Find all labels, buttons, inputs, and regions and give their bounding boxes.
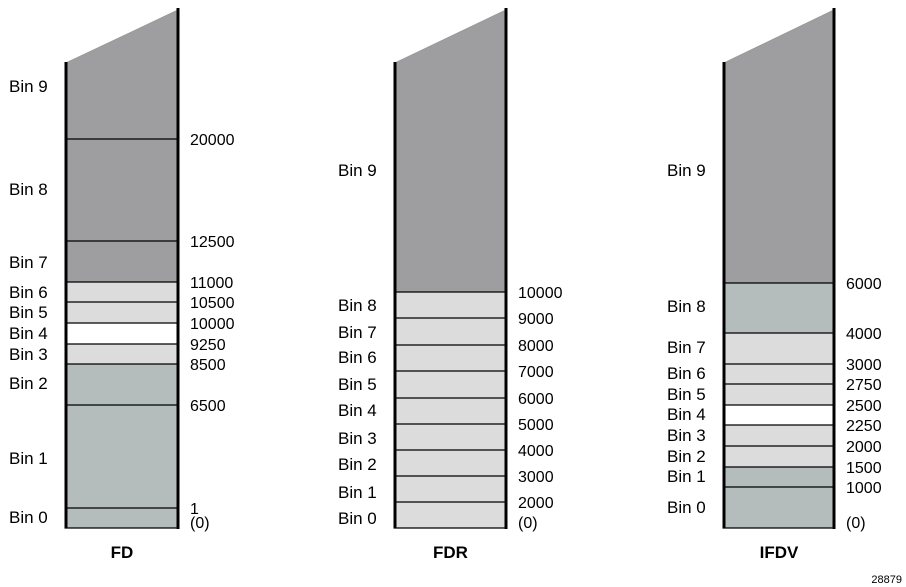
zero-label: (0) xyxy=(846,515,866,532)
bin-segment-fd-8 xyxy=(66,139,178,241)
bin-segment-fdr-7 xyxy=(395,318,506,345)
bin-segment-ifdv-7 xyxy=(724,333,834,364)
threshold-label: 6000 xyxy=(518,391,554,408)
threshold-label: 4000 xyxy=(846,326,882,343)
bin-segment-fd-2 xyxy=(66,364,178,405)
bin-segment-fdr-9 xyxy=(395,10,506,292)
threshold-label: 3000 xyxy=(518,469,554,486)
bin-segment-fdr-3 xyxy=(395,424,506,450)
bin-label: Bin 0 xyxy=(9,508,48,527)
bin-segment-ifdv-0 xyxy=(724,487,834,528)
bin-label: Bin 8 xyxy=(9,180,48,199)
bin-label: Bin 7 xyxy=(338,323,377,342)
threshold-label: 10000 xyxy=(518,285,563,302)
bin-label: Bin 3 xyxy=(667,426,706,445)
threshold-label: 10500 xyxy=(190,295,235,312)
bin-label: Bin 0 xyxy=(667,498,706,517)
bin-segment-fdr-2 xyxy=(395,450,506,476)
threshold-label: 11000 xyxy=(190,275,233,292)
threshold-label: 7000 xyxy=(518,364,554,381)
bin-segment-fdr-8 xyxy=(395,292,506,318)
bin-label: Bin 3 xyxy=(9,345,48,364)
bin-label: Bin 9 xyxy=(9,77,48,96)
threshold-label: 2500 xyxy=(846,398,882,415)
bin-label: Bin 9 xyxy=(338,161,377,180)
bin-label: Bin 1 xyxy=(338,483,377,502)
bin-segment-fdr-0 xyxy=(395,502,506,528)
threshold-label: 2000 xyxy=(846,439,882,456)
bin-segment-fdr-1 xyxy=(395,476,506,502)
bin-label: Bin 8 xyxy=(667,297,706,316)
zero-label: (0) xyxy=(518,515,538,532)
threshold-label: 3000 xyxy=(846,357,882,374)
bin-segment-fd-0 xyxy=(66,508,178,528)
bin-label: Bin 8 xyxy=(338,296,377,315)
bin-label: Bin 2 xyxy=(9,374,48,393)
threshold-label: 1000 xyxy=(846,480,882,497)
bin-segment-fd-7 xyxy=(66,241,178,282)
threshold-label: 6000 xyxy=(846,276,882,293)
threshold-label: 4000 xyxy=(518,443,554,460)
threshold-label: 20000 xyxy=(190,132,235,149)
bin-segment-ifdv-2 xyxy=(724,446,834,467)
bin-segment-fd-6 xyxy=(66,282,178,302)
threshold-label: 1 xyxy=(190,501,199,518)
bin-label: Bin 2 xyxy=(338,455,377,474)
threshold-label: 9250 xyxy=(190,337,226,354)
bin-segment-ifdv-9 xyxy=(724,10,834,283)
threshold-label: 5000 xyxy=(518,417,554,434)
bin-segment-fd-3 xyxy=(66,344,178,364)
threshold-label: 6500 xyxy=(190,398,226,415)
bin-label: Bin 6 xyxy=(667,364,706,383)
bin-label: Bin 5 xyxy=(9,303,48,322)
bin-label: Bin 2 xyxy=(667,447,706,466)
threshold-label: 2250 xyxy=(846,418,882,435)
bin-segment-ifdv-3 xyxy=(724,425,834,446)
threshold-label: 2750 xyxy=(846,377,882,394)
threshold-label: 8500 xyxy=(190,357,226,374)
bin-label: Bin 5 xyxy=(338,375,377,394)
bin-segment-fdr-4 xyxy=(395,398,506,424)
threshold-label: 12500 xyxy=(190,234,235,251)
column-title: FDR xyxy=(433,543,468,562)
column-top-edge xyxy=(65,9,179,64)
bin-label: Bin 5 xyxy=(667,385,706,404)
bin-label: Bin 4 xyxy=(667,405,706,424)
bin-label: Bin 3 xyxy=(338,429,377,448)
column-top-edge xyxy=(723,9,835,64)
threshold-label: 9000 xyxy=(518,311,554,328)
bin-label: Bin 1 xyxy=(667,467,706,486)
threshold-label: 1500 xyxy=(846,460,882,477)
bin-label: Bin 7 xyxy=(667,338,706,357)
column-title: FD xyxy=(111,543,134,562)
bin-label: Bin 9 xyxy=(667,161,706,180)
bin-segment-ifdv-1 xyxy=(724,467,834,487)
bin-label: Bin 4 xyxy=(9,324,48,343)
threshold-label: 8000 xyxy=(518,338,554,355)
bin-label: Bin 7 xyxy=(9,253,48,272)
bin-segment-fd-9 xyxy=(66,10,178,139)
bin-label: Bin 0 xyxy=(338,509,377,528)
threshold-label: 10000 xyxy=(190,316,235,333)
column-top-edge xyxy=(394,9,507,64)
bin-segment-ifdv-8 xyxy=(724,283,834,333)
bin-segment-fdr-5 xyxy=(395,371,506,398)
column-title: IFDV xyxy=(760,543,799,562)
bin-segment-ifdv-5 xyxy=(724,384,834,405)
bin-label: Bin 6 xyxy=(338,348,377,367)
bin-label: Bin 4 xyxy=(338,401,377,420)
bin-label: Bin 6 xyxy=(9,283,48,302)
bin-segment-fd-5 xyxy=(66,302,178,323)
bin-segment-fd-1 xyxy=(66,405,178,508)
threshold-label: 2000 xyxy=(518,495,554,512)
bin-segment-ifdv-4 xyxy=(724,405,834,425)
bin-segment-ifdv-6 xyxy=(724,364,834,384)
zero-label: (0) xyxy=(190,515,210,532)
bin-label: Bin 1 xyxy=(9,449,48,468)
figure-id: 28879 xyxy=(871,574,902,586)
bin-segment-fd-4 xyxy=(66,323,178,344)
bin-segment-fdr-6 xyxy=(395,345,506,371)
